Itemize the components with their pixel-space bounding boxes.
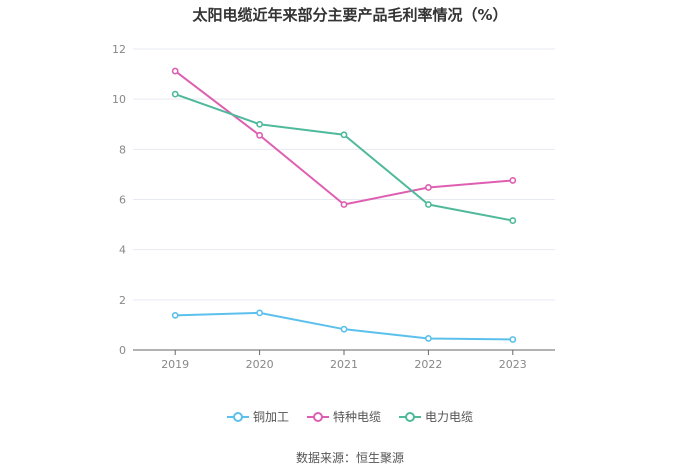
x-tick-label-2023: 2023 (499, 358, 527, 371)
data-point-1-2019 (171, 67, 179, 75)
legend-item-1[interactable]: 特种电缆 (306, 408, 381, 425)
y-tick-label-12: 12 (112, 43, 126, 56)
data-point-0-2021 (340, 325, 348, 333)
legend-item-0[interactable]: 铜加工 (226, 408, 289, 425)
data-point-0-2022 (424, 335, 432, 342)
y-tick-label-8: 8 (119, 143, 126, 156)
y-tick-label-0: 0 (119, 344, 126, 357)
data-point-2-2021 (340, 131, 348, 139)
x-tick-label-2021: 2021 (330, 358, 358, 371)
y-tick-label-10: 10 (112, 93, 126, 106)
legend-item-2[interactable]: 电力电缆 (399, 408, 473, 425)
data-source: 数据来源：恒生聚源 (295, 451, 404, 465)
legend-label: 特种电缆 (332, 410, 381, 424)
data-point-1-2020 (256, 131, 263, 139)
data-point-2-2019 (171, 90, 179, 98)
data-point-1-2022 (424, 184, 432, 191)
legend-label: 电力电缆 (425, 410, 474, 424)
line-chart: 0 2 4 6 8 10 12 2019 2020 2021 2022 2023 (112, 43, 555, 371)
data-point-1-2023 (509, 177, 517, 184)
data-point-0-2019 (171, 311, 179, 319)
chart-title: 太阳电缆近年来部分主要产品毛利率情况（%） (192, 6, 508, 24)
x-tick-label-2022: 2022 (414, 358, 442, 371)
data-point-0-2023 (509, 336, 517, 343)
data-point-2-2023 (509, 217, 517, 224)
legend-label: 铜加工 (252, 410, 289, 424)
data-point-1-2021 (340, 201, 348, 208)
y-tick-label-4: 4 (119, 244, 126, 257)
x-tick-label-2019: 2019 (161, 358, 189, 371)
legend-marker-icon (226, 411, 249, 423)
data-point-2-2022 (424, 201, 432, 208)
x-tick-label-2020: 2020 (246, 358, 274, 371)
y-tick-label-2: 2 (119, 294, 126, 307)
data-point-2-2020 (256, 120, 263, 128)
chart-legend: 铜加工 特种电缆 电力电缆 (0, 408, 700, 425)
legend-marker-icon (399, 411, 421, 423)
y-tick-label-6: 6 (119, 194, 126, 207)
data-point-0-2020 (256, 309, 263, 317)
legend-marker-icon (306, 411, 329, 423)
